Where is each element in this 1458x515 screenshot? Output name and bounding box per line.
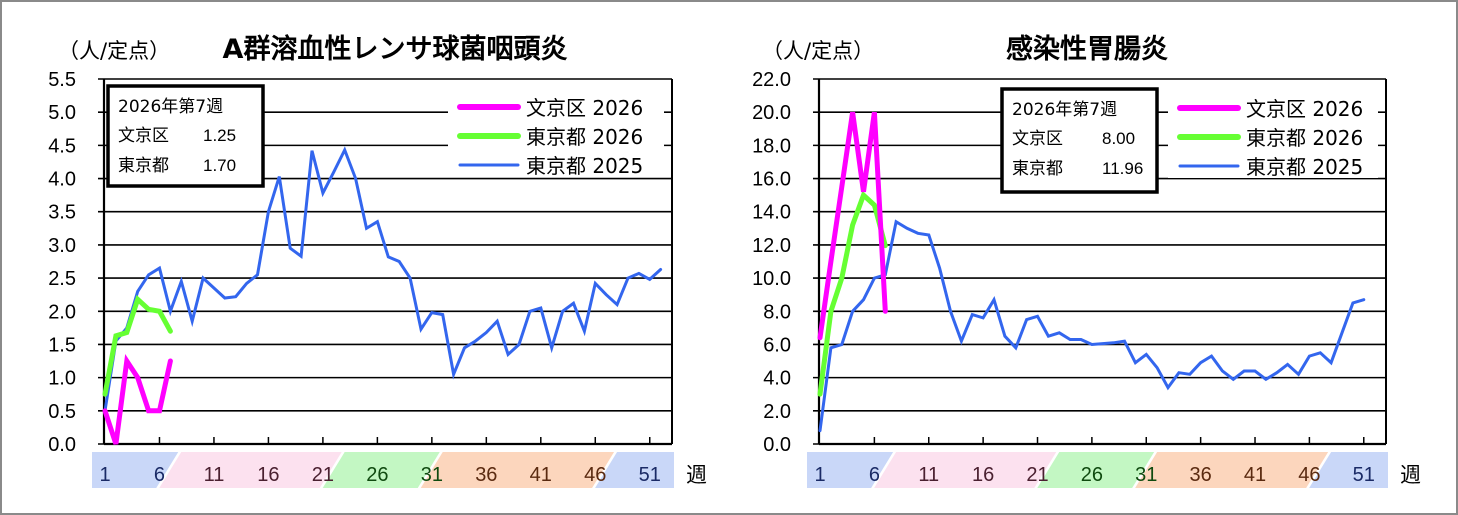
legend-label: 東京都 2026	[1246, 126, 1363, 150]
chart-strep-pharyngitis: （人/定点） A群溶血性レンサ球菌咽頭炎 0.0 0.5 1.0 1.5 2.0 2.5 3.0…	[48, 33, 707, 488]
info-box-region: 文京区	[118, 126, 169, 146]
season-band	[1135, 452, 1329, 488]
season-band	[1309, 452, 1388, 488]
x-tick-label: 16	[972, 464, 994, 486]
y-tick-label: 20.0	[752, 102, 791, 124]
y-tick-label: 8.0	[763, 301, 791, 323]
chart-title: 感染性胃腸炎	[1006, 33, 1168, 65]
legend-label: 文京区 2026	[1246, 97, 1363, 121]
season-band	[322, 452, 440, 488]
legend-label: 東京都 2025	[1246, 155, 1363, 179]
y-tick-label: 2.0	[48, 301, 76, 323]
info-box-value: 1.70	[203, 156, 236, 175]
chart-title: A群溶血性レンサ球菌咽頭炎	[223, 33, 568, 65]
y-tick-label: 0.5	[48, 401, 76, 423]
info-box-value: 11.96	[1102, 159, 1143, 178]
y-tick-label: 18.0	[752, 135, 791, 157]
season-band	[595, 452, 674, 488]
x-tick-label: 6	[154, 464, 165, 486]
y-tick-label: 4.0	[48, 169, 76, 191]
series-line-2	[818, 219, 1366, 433]
legend-label: 東京都 2026	[526, 125, 643, 149]
y-tick-label: 4.0	[763, 368, 791, 390]
x-tick-label: 36	[475, 464, 497, 486]
x-tick-label: 46	[584, 464, 606, 486]
x-tick-label: 46	[1298, 464, 1320, 486]
info-box	[1000, 87, 1159, 194]
y-tick-label: 22.0	[752, 69, 791, 91]
x-tick-label: 51	[639, 464, 661, 486]
y-tick-label: 5.5	[48, 69, 76, 91]
y-tick-label: 2.5	[48, 268, 76, 290]
x-tick-label: 26	[1081, 464, 1103, 486]
x-tick-label: 31	[421, 464, 443, 486]
y-tick-label: 1.0	[48, 368, 76, 390]
info-box-heading: 2026年第7週	[118, 97, 223, 117]
info-box-value: 8.00	[1102, 129, 1135, 148]
x-tick-label: 11	[918, 464, 939, 486]
x-tick-label: 6	[869, 464, 880, 486]
info-box	[106, 84, 265, 188]
series-line-0	[102, 354, 173, 445]
info-box-region: 文京区	[1012, 129, 1063, 149]
x-tick-label: 11	[204, 464, 225, 486]
legend-label: 文京区 2026	[526, 96, 643, 120]
y-axis-unit-label: （人/定点）	[762, 39, 874, 63]
series-line-0	[817, 111, 888, 341]
y-tick-label: 14.0	[752, 202, 791, 224]
series-line-1	[102, 294, 173, 397]
season-band	[159, 452, 342, 488]
season-band	[874, 452, 1057, 488]
x-tick-label: 1	[814, 464, 825, 486]
y-tick-label: 10.0	[752, 268, 791, 290]
series-line-2	[103, 146, 663, 413]
x-tick-label: 36	[1190, 464, 1212, 486]
legend-label: 東京都 2025	[526, 154, 643, 178]
y-tick-label: 5.0	[48, 102, 76, 124]
season-band	[420, 452, 615, 488]
y-tick-label: 2.0	[763, 401, 791, 423]
y-tick-label: 1.5	[48, 334, 76, 356]
season-band	[1037, 452, 1155, 488]
y-tick-label: 0.0	[763, 434, 791, 456]
y-tick-label: 0.0	[48, 434, 76, 456]
x-tick-label: 41	[1244, 464, 1266, 486]
info-box-heading: 2026年第7週	[1012, 100, 1117, 120]
x-tick-label: 21	[312, 464, 334, 486]
x-axis-label: 週	[1400, 463, 1421, 487]
y-tick-label: 6.0	[763, 334, 791, 356]
x-tick-label: 16	[257, 464, 279, 486]
info-box-value: 1.25	[203, 126, 236, 145]
series-line-1	[817, 190, 888, 397]
y-axis-unit-label: （人/定点）	[58, 39, 170, 63]
y-tick-label: 16.0	[752, 169, 791, 191]
x-tick-label: 51	[1353, 464, 1375, 486]
season-band	[92, 452, 179, 488]
info-box-region: 東京都	[1012, 159, 1063, 179]
season-band	[807, 452, 894, 488]
y-tick-label: 3.5	[48, 202, 76, 224]
info-box-region: 東京都	[118, 156, 169, 176]
chart-gastroenteritis: （人/定点） 感染性胃腸炎 0.0 2.0 4.0 6.0 8.0 10.0 12.0 14.0 1…	[752, 33, 1421, 488]
x-tick-label: 41	[530, 464, 552, 486]
y-tick-label: 12.0	[752, 235, 791, 257]
y-tick-label: 4.5	[48, 135, 76, 157]
y-tick-label: 3.0	[48, 235, 76, 257]
x-tick-label: 31	[1135, 464, 1157, 486]
x-tick-label: 26	[366, 464, 388, 486]
x-axis-label: 週	[686, 463, 707, 487]
x-tick-label: 1	[99, 464, 110, 486]
x-tick-label: 21	[1026, 464, 1048, 486]
